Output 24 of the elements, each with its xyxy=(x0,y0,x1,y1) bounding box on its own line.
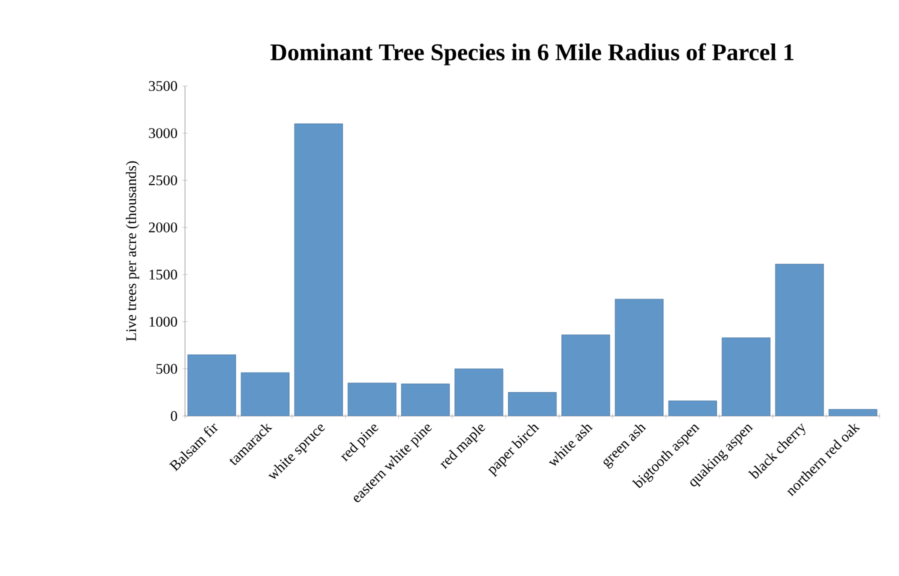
y-tick-label: 1500 xyxy=(150,270,178,280)
bar xyxy=(668,400,717,416)
y-axis-title: Live trees per acre (thousands) xyxy=(126,161,140,341)
y-tick-label: 2500 xyxy=(148,175,178,186)
y-tick-label: 2000 xyxy=(148,222,178,232)
y-tick-label: 1000 xyxy=(150,316,178,327)
bar xyxy=(348,382,396,416)
bar xyxy=(454,368,504,416)
y-tick-label: 500 xyxy=(156,364,178,374)
y-tick-label: 3500 xyxy=(149,81,178,91)
bar xyxy=(240,372,290,416)
bar xyxy=(775,264,824,416)
bar xyxy=(561,334,610,416)
bar xyxy=(722,337,770,416)
bar xyxy=(294,123,343,416)
bar xyxy=(187,354,236,416)
bar xyxy=(401,384,450,416)
x-tick-label: white ash xyxy=(548,424,593,466)
chart-title: Dominant Tree Species in 6 Mile Radius of Parcel 1 xyxy=(270,43,794,66)
bar xyxy=(614,298,664,416)
y-tick-label: 3000 xyxy=(149,128,178,138)
bar xyxy=(828,409,878,416)
y-tick-label: 0 xyxy=(170,411,178,421)
bar xyxy=(508,392,557,416)
